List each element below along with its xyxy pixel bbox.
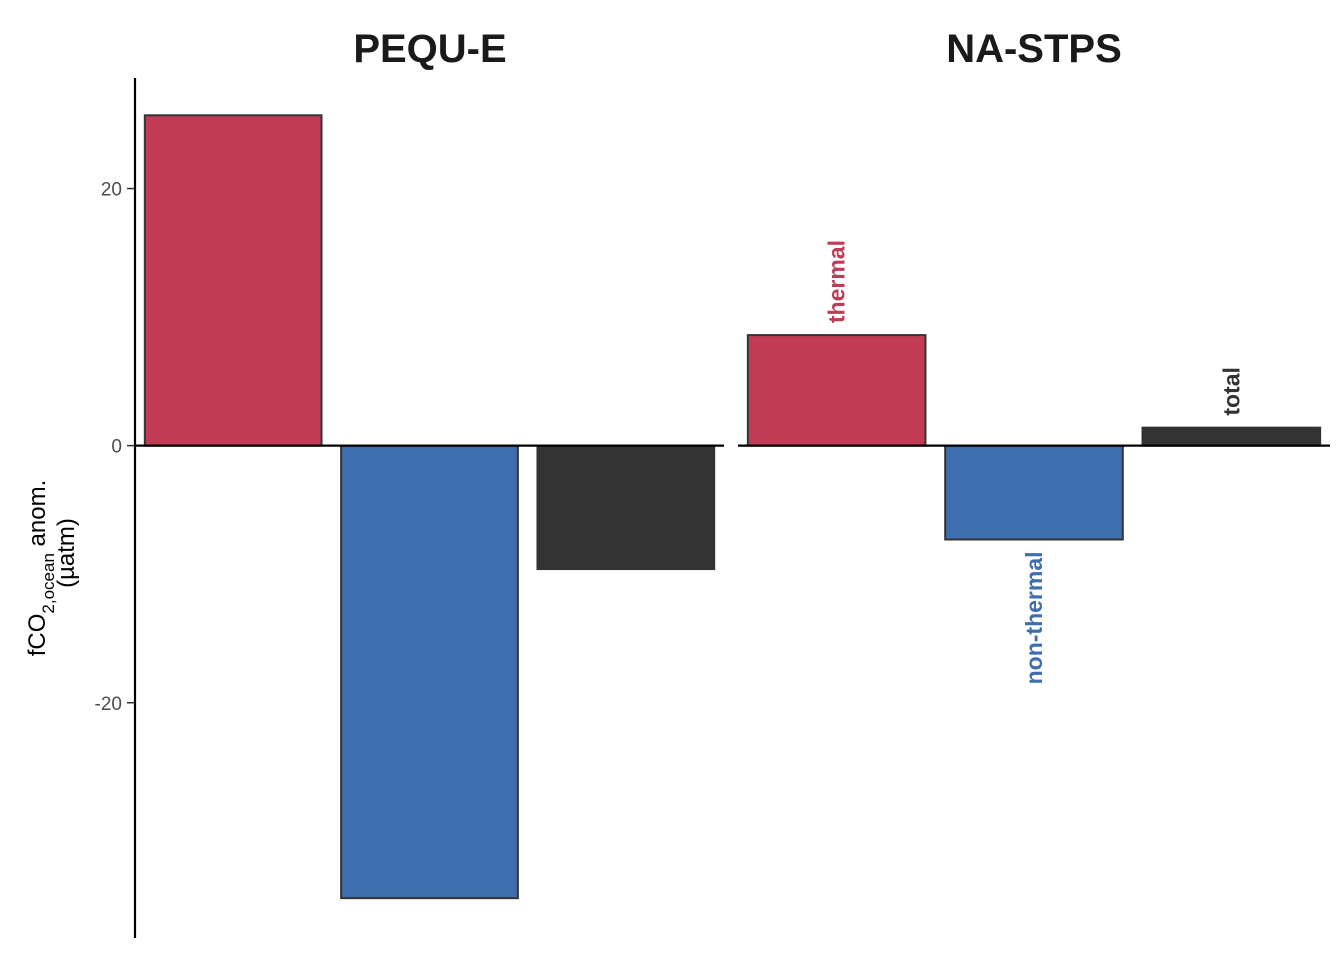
bar-thermal [746, 334, 927, 447]
bar-thermal [143, 114, 323, 447]
y-tick-label: 0 [111, 437, 122, 458]
y-axis-title: fCO2,ocean anom. (µatm) [24, 480, 80, 657]
y-axis-title-subscript: 2,ocean [39, 553, 58, 614]
panel-pequ-e: PEQU-E [135, 27, 724, 900]
bar-label-thermal: thermal [824, 240, 850, 323]
y-axis-title-unit: (µatm) [53, 518, 80, 588]
y-axis: 20 0 -20 [95, 78, 137, 938]
bar-non-thermal [944, 444, 1124, 541]
y-tick-label: -20 [95, 694, 122, 715]
panel-na-stps: NA-STPS thermal non-thermal total [738, 27, 1330, 684]
bar-total [1141, 426, 1322, 447]
y-axis-title-line1: fCO2,ocean anom. [24, 480, 58, 657]
bar-total [536, 444, 716, 571]
y-axis-title-main: fCO [24, 614, 51, 657]
y-axis-title-rest: anom. [24, 480, 51, 553]
chart-panels: PEQU-E NA-STPS thermal non-thermal total [135, 27, 1330, 900]
bar-non-thermal [340, 444, 519, 900]
bar-label-non-thermal: non-thermal [1021, 551, 1047, 684]
y-tick-label: 20 [101, 180, 122, 201]
panel-title: PEQU-E [353, 27, 506, 71]
bar-label-total: total [1218, 367, 1244, 416]
panel-title: NA-STPS [946, 27, 1122, 71]
